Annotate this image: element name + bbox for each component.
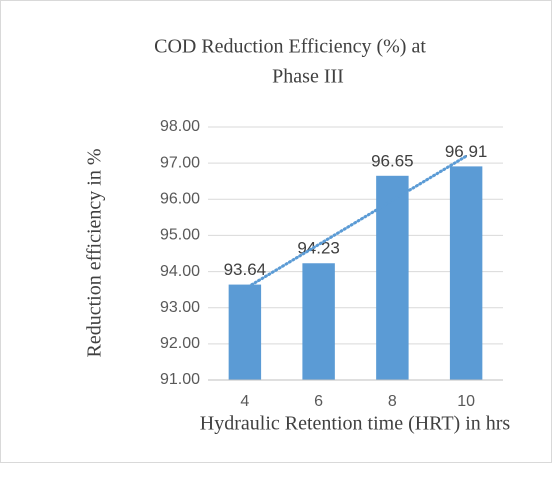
x-tick-label: 4 bbox=[240, 393, 249, 410]
x-tick-label: 8 bbox=[388, 393, 397, 410]
data-label: 96.91 bbox=[445, 142, 488, 161]
data-label: 94.23 bbox=[297, 239, 340, 258]
chart-title: Phase III bbox=[272, 66, 344, 88]
bar bbox=[228, 284, 262, 380]
y-tick-label: 95.00 bbox=[160, 227, 200, 244]
bar bbox=[302, 263, 335, 380]
y-tick-label: 94.00 bbox=[160, 263, 200, 280]
data-label: 96.65 bbox=[371, 151, 414, 170]
bar bbox=[376, 175, 409, 380]
bar bbox=[449, 166, 483, 380]
y-tick-label: 98.00 bbox=[160, 118, 200, 135]
y-tick-label: 92.00 bbox=[160, 335, 200, 352]
y-axis-title: Reduction efficiency in % bbox=[84, 148, 106, 357]
x-tick-label: 10 bbox=[457, 393, 475, 410]
x-tick-label: 6 bbox=[314, 393, 323, 410]
chart-title: COD Reduction Efficiency (%) at bbox=[154, 36, 426, 58]
y-tick-label: 97.00 bbox=[160, 154, 200, 171]
trendline bbox=[243, 154, 468, 291]
y-tick-label: 91.00 bbox=[160, 371, 200, 388]
y-tick-label: 96.00 bbox=[160, 191, 200, 208]
data-label: 93.64 bbox=[224, 260, 267, 279]
x-axis-title: Hydraulic Retention time (HRT) in hrs bbox=[200, 413, 511, 435]
y-tick-label: 93.00 bbox=[160, 299, 200, 316]
